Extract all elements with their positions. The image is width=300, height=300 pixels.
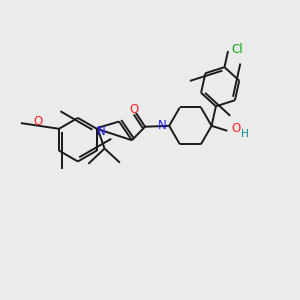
Text: O: O — [34, 115, 43, 128]
Text: Cl: Cl — [231, 43, 243, 56]
Text: O: O — [232, 122, 241, 135]
Text: H: H — [241, 129, 249, 140]
Text: N: N — [97, 125, 106, 138]
Text: N: N — [158, 119, 167, 132]
Text: O: O — [130, 103, 139, 116]
